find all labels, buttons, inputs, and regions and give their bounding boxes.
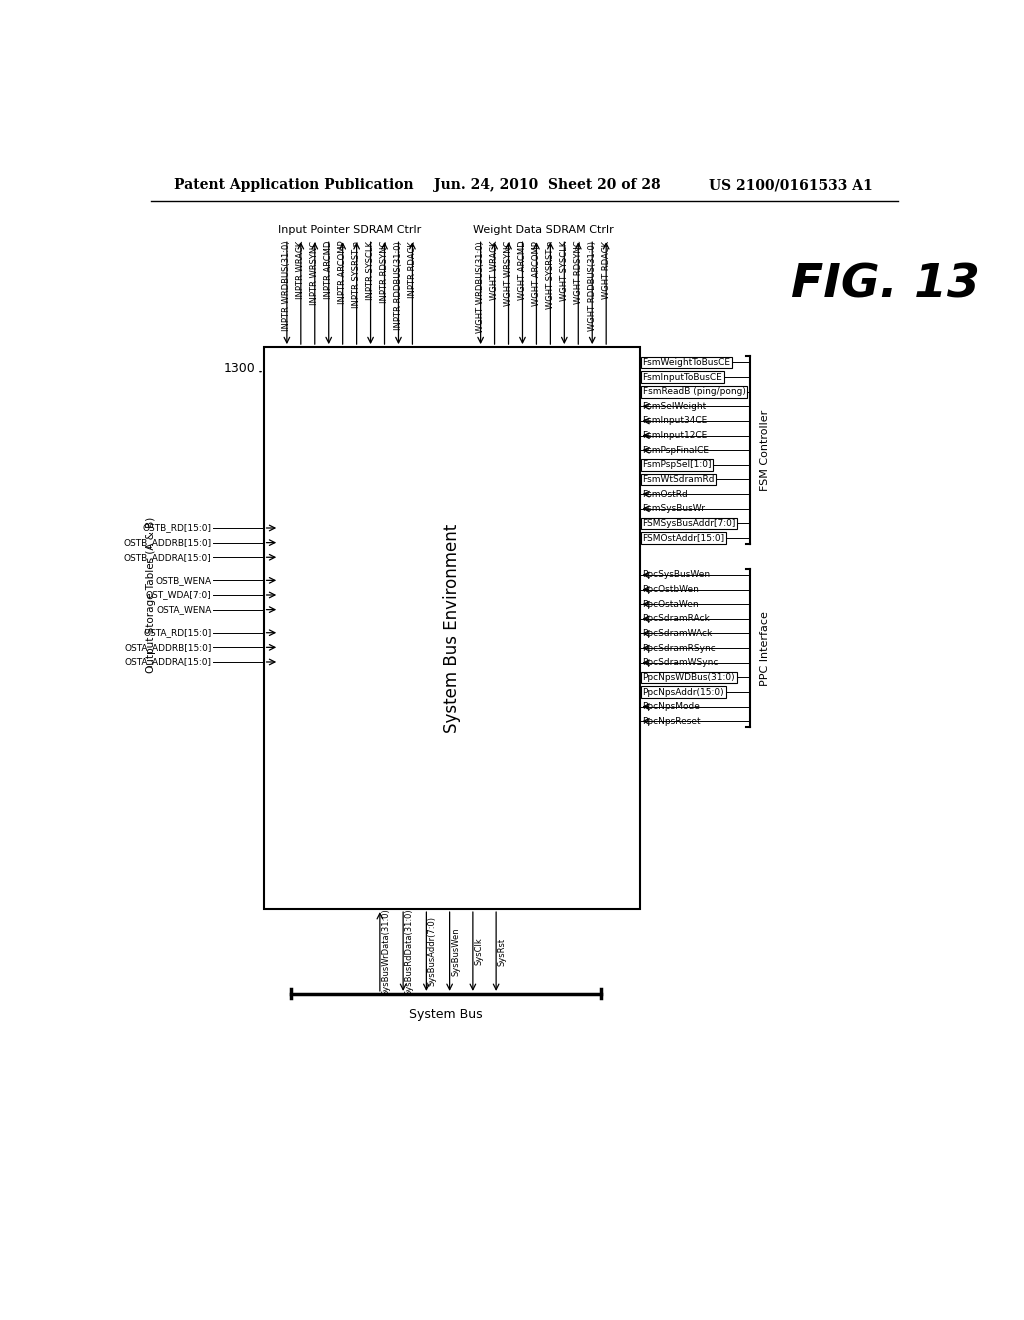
Text: FsmReadB (ping/pong): FsmReadB (ping/pong) xyxy=(643,387,745,396)
Text: PpcSdramRAck: PpcSdramRAck xyxy=(643,614,711,623)
Text: OSTA_ADDRA[15:0]: OSTA_ADDRA[15:0] xyxy=(125,657,212,667)
Text: WGHT ARCMD: WGHT ARCMD xyxy=(518,240,527,301)
Text: PpcNpsAddr(15:0): PpcNpsAddr(15:0) xyxy=(643,688,724,697)
Text: SysBusWen: SysBusWen xyxy=(452,927,460,975)
Text: WGHT RDSYNC: WGHT RDSYNC xyxy=(573,240,583,305)
Text: INPTR RDACK: INPTR RDACK xyxy=(408,240,417,297)
Text: 1300: 1300 xyxy=(224,363,256,375)
Text: PpcSdramWAck: PpcSdramWAck xyxy=(643,630,713,638)
Text: PpcOstbWen: PpcOstbWen xyxy=(643,585,699,594)
Bar xyxy=(263,347,640,909)
Text: Jun. 24, 2010  Sheet 20 of 28: Jun. 24, 2010 Sheet 20 of 28 xyxy=(434,178,660,193)
Text: WGHT RDACK: WGHT RDACK xyxy=(602,240,610,298)
Text: Output Storage Tables (A & B): Output Storage Tables (A & B) xyxy=(146,517,157,673)
Text: OST_WDA[7:0]: OST_WDA[7:0] xyxy=(146,590,212,599)
Text: SysBusWrData(31:0): SysBusWrData(31:0) xyxy=(381,908,390,995)
Text: FSM Controller: FSM Controller xyxy=(760,409,770,491)
Text: SysBusRdData(31:0): SysBusRdData(31:0) xyxy=(404,908,414,995)
Text: FSMSysBusAddr[7:0]: FSMSysBusAddr[7:0] xyxy=(643,519,736,528)
Text: FsmInput34CE: FsmInput34CE xyxy=(643,417,708,425)
Text: FsmWeightToBusCE: FsmWeightToBusCE xyxy=(643,358,730,367)
Text: SysClk: SysClk xyxy=(474,937,483,965)
Text: FsmSelWeight: FsmSelWeight xyxy=(643,401,707,411)
Text: PpcOstaWen: PpcOstaWen xyxy=(643,599,699,609)
Text: FsmInputToBusCE: FsmInputToBusCE xyxy=(643,372,722,381)
Text: WGHT SYSCLK: WGHT SYSCLK xyxy=(560,240,568,301)
Text: PpcNpsReset: PpcNpsReset xyxy=(643,717,701,726)
Text: OSTB_WENA: OSTB_WENA xyxy=(156,576,212,585)
Text: FsmPspFinalCE: FsmPspFinalCE xyxy=(643,446,710,454)
Text: FIG. 13: FIG. 13 xyxy=(791,263,980,308)
Text: FsmOstRd: FsmOstRd xyxy=(643,490,688,499)
Text: INPTR RDSYNC: INPTR RDSYNC xyxy=(380,240,389,304)
Text: INPTR SYSCLK: INPTR SYSCLK xyxy=(366,240,375,300)
Text: INPTR SYSRST n: INPTR SYSRST n xyxy=(352,240,361,308)
Text: OSTB_ADDRB[15:0]: OSTB_ADDRB[15:0] xyxy=(124,539,212,546)
Text: SysRst: SysRst xyxy=(498,937,507,965)
Text: INPTR ARCMD: INPTR ARCMD xyxy=(325,240,333,300)
Text: OSTA_ADDRB[15:0]: OSTA_ADDRB[15:0] xyxy=(124,643,212,652)
Text: WGHT RDDBUS(31:0): WGHT RDDBUS(31:0) xyxy=(588,240,597,331)
Text: US 2100/0161533 A1: US 2100/0161533 A1 xyxy=(710,178,873,193)
Text: OSTA_RD[15:0]: OSTA_RD[15:0] xyxy=(143,628,212,638)
Text: WGHT ARCOMP: WGHT ARCOMP xyxy=(531,240,541,306)
Text: FSMOstAddr[15:0]: FSMOstAddr[15:0] xyxy=(643,533,725,543)
Text: WGHT SYSRST n: WGHT SYSRST n xyxy=(546,240,555,309)
Text: PPC Interface: PPC Interface xyxy=(760,611,770,685)
Text: Patent Application Publication: Patent Application Publication xyxy=(174,178,414,193)
Text: PpcNpsWDBus(31:0): PpcNpsWDBus(31:0) xyxy=(643,673,735,682)
Text: PpcSdramRSync: PpcSdramRSync xyxy=(643,644,717,652)
Text: INPTR ARCOMP: INPTR ARCOMP xyxy=(338,240,347,305)
Text: Input Pointer SDRAM Ctrlr: Input Pointer SDRAM Ctrlr xyxy=(279,226,421,235)
Text: OSTB_ADDRA[15:0]: OSTB_ADDRA[15:0] xyxy=(124,553,212,562)
Text: PpcNpsMode: PpcNpsMode xyxy=(643,702,700,711)
Text: System Bus: System Bus xyxy=(409,1007,482,1020)
Text: INPTR WRSYNC: INPTR WRSYNC xyxy=(310,240,319,305)
Text: INPTR RDDBUS(31:0): INPTR RDDBUS(31:0) xyxy=(394,240,403,330)
Text: OSTB_RD[15:0]: OSTB_RD[15:0] xyxy=(142,524,212,532)
Text: FsmWtSdramRd: FsmWtSdramRd xyxy=(643,475,715,484)
Text: INPTR WRACK: INPTR WRACK xyxy=(296,240,305,300)
Text: System Bus Environment: System Bus Environment xyxy=(442,524,461,733)
Text: INPTR WRDBUS(31:0): INPTR WRDBUS(31:0) xyxy=(283,240,292,331)
Text: WGHT WRSYNC: WGHT WRSYNC xyxy=(504,240,513,306)
Text: SysBusAddr(7:0): SysBusAddr(7:0) xyxy=(428,916,437,986)
Text: PpcSysBusWen: PpcSysBusWen xyxy=(643,570,711,579)
Text: OSTA_WENA: OSTA_WENA xyxy=(157,605,212,614)
Text: FsmPspSel[1:0]: FsmPspSel[1:0] xyxy=(643,461,712,470)
Text: FsmSysBusWr: FsmSysBusWr xyxy=(643,504,706,513)
Text: FsmInput12CE: FsmInput12CE xyxy=(643,432,708,440)
Text: Weight Data SDRAM Ctrlr: Weight Data SDRAM Ctrlr xyxy=(473,226,613,235)
Text: WGHT WRDBUS(31:0): WGHT WRDBUS(31:0) xyxy=(476,240,485,333)
Text: PpcSdramWSync: PpcSdramWSync xyxy=(643,659,719,667)
Text: WGHT WRACK: WGHT WRACK xyxy=(490,240,499,300)
